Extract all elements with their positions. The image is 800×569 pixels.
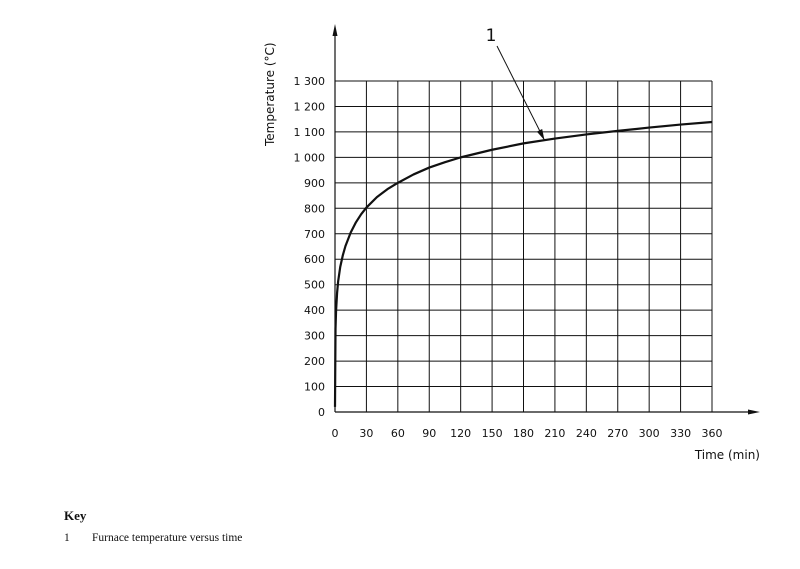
- x-tick-label: 330: [670, 427, 691, 440]
- callout-label: 1: [486, 26, 497, 46]
- y-tick-label: 200: [304, 355, 325, 368]
- y-tick-label: 800: [304, 202, 325, 215]
- x-tick-label: 150: [482, 427, 503, 440]
- key-title: Key: [64, 508, 87, 523]
- y-tick-label: 700: [304, 228, 325, 241]
- x-tick-label: 270: [607, 427, 628, 440]
- x-tick-label: 300: [639, 427, 660, 440]
- key-item: 1 Furnace temperature versus time: [64, 532, 242, 544]
- x-tick-label: 120: [450, 427, 471, 440]
- y-axis-label: Temperature (°C): [263, 42, 277, 147]
- x-tick-label: 0: [332, 427, 339, 440]
- chart-tick-labels: 0 30 60 90 120 150 180 210 240 270 300 330 360 0 100 20…: [294, 75, 723, 440]
- chart-series: 1: [333, 26, 713, 407]
- callout-leader-line: [496, 45, 545, 141]
- x-tick-label: 30: [359, 427, 373, 440]
- y-tick-label: 400: [304, 304, 325, 317]
- key-item-number: 1: [64, 532, 70, 544]
- y-tick-label: 500: [304, 279, 325, 292]
- y-tick-label: 0: [318, 406, 325, 419]
- y-tick-label: 1 100: [294, 126, 326, 139]
- y-axis-arrow: [332, 24, 338, 36]
- x-tick-label: 90: [422, 427, 436, 440]
- x-tick-label: 240: [576, 427, 597, 440]
- y-tick-label: 300: [304, 330, 325, 343]
- chart-axes: [332, 24, 760, 415]
- y-tick-label: 900: [304, 177, 325, 190]
- y-tick-label: 1 000: [294, 151, 326, 164]
- callout-arrow: [536, 128, 545, 141]
- furnace-temperature-curve: [333, 120, 713, 407]
- chart-grid: [335, 80, 713, 412]
- x-tick-label: 180: [513, 427, 534, 440]
- x-tick-label: 360: [702, 427, 723, 440]
- y-tick-label: 100: [304, 381, 325, 394]
- x-tick-label: 210: [544, 427, 565, 440]
- y-tick-label: 600: [304, 253, 325, 266]
- y-tick-label: 1 300: [294, 75, 326, 88]
- x-axis-label: Time (min): [694, 448, 760, 462]
- x-tick-label: 60: [391, 427, 405, 440]
- y-tick-label: 1 200: [294, 100, 326, 113]
- key-item-text: Furnace temperature versus time: [92, 532, 243, 544]
- x-axis-arrow: [748, 409, 760, 415]
